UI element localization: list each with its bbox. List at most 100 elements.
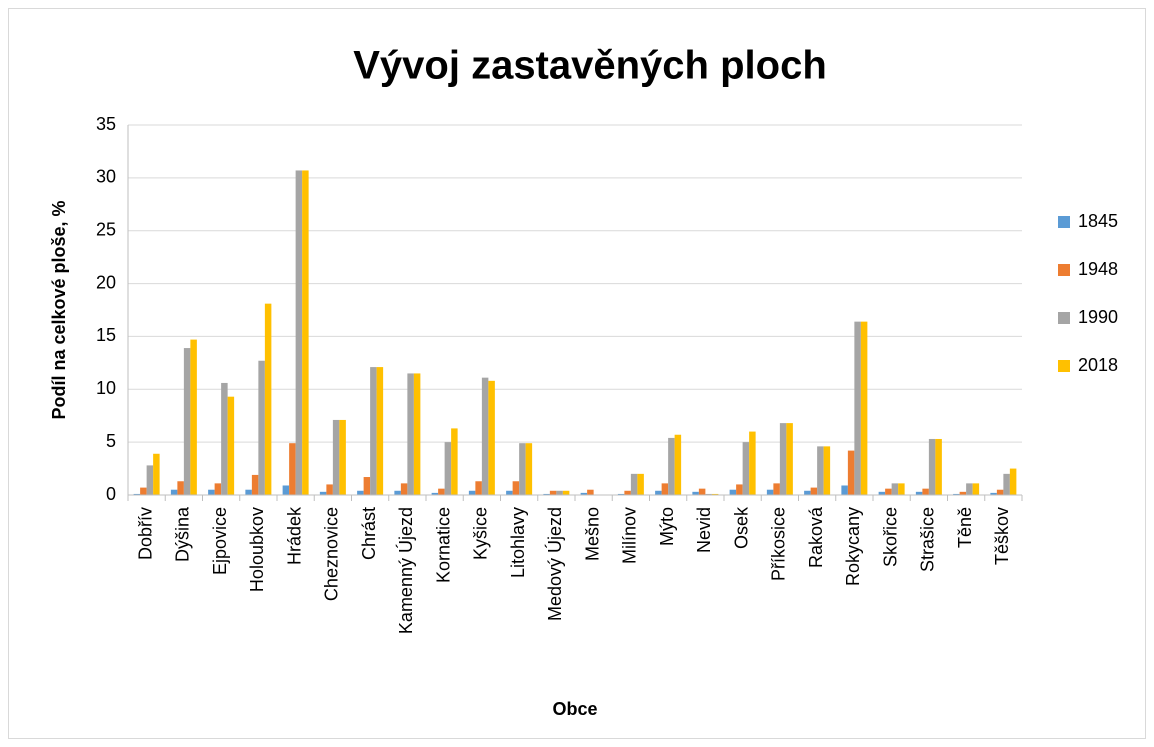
bar xyxy=(140,487,147,495)
bar xyxy=(562,490,570,495)
bar xyxy=(512,481,520,495)
bar xyxy=(729,489,737,495)
bar xyxy=(183,348,191,495)
x-tick-label: Příkosice xyxy=(769,507,789,581)
bar xyxy=(817,446,824,495)
bar xyxy=(444,442,452,495)
bar xyxy=(153,453,160,495)
bar xyxy=(170,489,178,495)
bar xyxy=(556,490,563,495)
bar xyxy=(810,487,818,495)
y-tick-label: 10 xyxy=(96,378,116,398)
y-tick-label: 30 xyxy=(96,167,116,187)
x-tick-label: Litohlavy xyxy=(508,507,528,578)
bar xyxy=(972,483,980,495)
x-tick-label: Holoubkov xyxy=(247,507,267,592)
y-tick-label: 35 xyxy=(96,114,116,134)
bar xyxy=(214,483,222,495)
legend-swatch xyxy=(1058,216,1070,228)
bar xyxy=(549,490,557,495)
bar xyxy=(376,367,384,495)
bar xyxy=(506,490,513,495)
bar xyxy=(935,438,942,495)
y-tick-label: 15 xyxy=(96,325,116,345)
y-tick-label: 5 xyxy=(106,431,116,451)
bar xyxy=(898,483,905,495)
legend-swatch xyxy=(1058,360,1070,372)
bar xyxy=(922,488,929,495)
bar xyxy=(736,484,743,495)
x-tick-label: Chrást xyxy=(359,507,379,560)
bar xyxy=(543,493,550,495)
bar xyxy=(953,493,960,495)
bar xyxy=(966,483,973,495)
bar xyxy=(221,382,228,495)
bar xyxy=(804,490,811,495)
bar xyxy=(692,491,699,495)
bar xyxy=(698,488,706,495)
x-tick-label: Hrádek xyxy=(284,506,304,565)
bar xyxy=(661,483,669,495)
x-tick-label: Strašice xyxy=(918,507,938,572)
bar xyxy=(860,321,868,495)
x-tick-label: Těně xyxy=(955,507,975,548)
x-tick-label: Kyšice xyxy=(471,507,491,560)
x-tick-label: Cheznovice xyxy=(322,507,342,601)
bar xyxy=(363,477,371,495)
x-tick-label: Kamenný Újezd xyxy=(395,507,416,634)
bar xyxy=(438,488,445,495)
bar xyxy=(878,491,886,495)
x-tick-label: Mýto xyxy=(657,507,677,546)
legend-swatch xyxy=(1058,312,1070,324)
bar xyxy=(525,443,533,495)
bar xyxy=(823,446,831,495)
legend-label: 1990 xyxy=(1078,307,1118,327)
bar xyxy=(407,373,414,495)
x-tick-label: Rokycany xyxy=(843,507,863,586)
bar xyxy=(668,437,675,495)
bar xyxy=(841,485,848,495)
chart-title: Vývoj zastavěných ploch xyxy=(353,44,827,88)
legend-swatch xyxy=(1058,264,1070,276)
x-tick-label: Medový Újezd xyxy=(544,507,565,621)
bar xyxy=(766,489,774,495)
bar xyxy=(928,438,936,495)
bar xyxy=(451,428,458,495)
x-tick-label: Raková xyxy=(806,506,826,568)
bar xyxy=(295,170,303,495)
x-tick-label: Mešno xyxy=(582,507,602,561)
bar xyxy=(326,484,333,495)
bar xyxy=(319,491,327,495)
bar xyxy=(133,493,141,495)
bar xyxy=(1009,468,1017,495)
bar xyxy=(357,490,364,495)
bar xyxy=(431,492,439,495)
y-tick-label: 20 xyxy=(96,272,116,292)
legend-label: 1948 xyxy=(1078,259,1118,279)
y-tick-label: 25 xyxy=(96,219,116,239)
x-tick-label: Dobřív xyxy=(135,507,155,560)
bar xyxy=(773,483,780,495)
y-tick-label: 0 xyxy=(106,484,116,504)
bar xyxy=(400,483,408,495)
x-tick-label: Ejpovice xyxy=(210,507,230,575)
bar xyxy=(630,473,638,495)
bar xyxy=(208,489,215,495)
bar xyxy=(468,490,476,495)
bar xyxy=(854,321,861,495)
bar xyxy=(475,481,482,495)
bar xyxy=(370,367,377,495)
bar xyxy=(282,485,290,495)
bar xyxy=(413,373,421,495)
bar xyxy=(617,493,625,495)
bar xyxy=(190,339,197,495)
bar xyxy=(339,419,346,495)
bar xyxy=(264,303,272,495)
chart-frame xyxy=(8,8,1146,739)
x-tick-label: Osek xyxy=(731,506,751,549)
bar xyxy=(749,431,756,495)
x-tick-label: Kornatice xyxy=(433,507,453,583)
bar xyxy=(885,488,892,495)
bar xyxy=(580,492,588,495)
